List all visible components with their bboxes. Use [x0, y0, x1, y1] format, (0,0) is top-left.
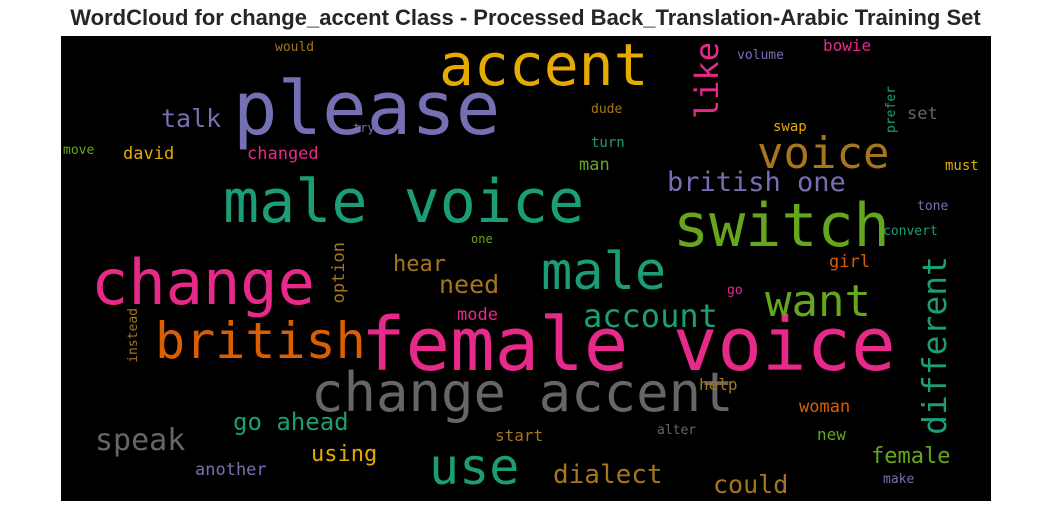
word-man: man — [579, 155, 610, 175]
word-would: would — [275, 40, 315, 55]
word-david: david — [123, 144, 175, 164]
word-changed: changed — [247, 144, 319, 164]
word-help: help — [699, 375, 738, 394]
word-change: change — [91, 246, 315, 319]
word-different: different — [915, 256, 954, 435]
word-cloud: female voice please male voice change change… — [61, 36, 991, 501]
word-need: need — [439, 270, 500, 299]
word-change-accent: change accent — [311, 361, 734, 424]
word-alter: alter — [657, 423, 697, 438]
word-dude: dude — [591, 102, 623, 117]
word-like: like — [688, 42, 726, 120]
word-one: one — [471, 232, 493, 246]
word-use: use — [429, 438, 520, 496]
word-female-voice: female voice — [361, 302, 896, 388]
word-option: option — [329, 242, 349, 304]
word-move: move — [63, 143, 95, 158]
word-speak: speak — [95, 423, 186, 458]
word-please: please — [233, 66, 501, 152]
word-hear: hear — [393, 252, 446, 277]
word-tone: tone — [917, 199, 949, 214]
word-go-ahead: go ahead — [233, 408, 349, 436]
chart-title: WordCloud for change_accent Class - Proc… — [70, 5, 981, 30]
word-turn: turn — [591, 135, 625, 151]
word-dialect: dialect — [553, 460, 663, 490]
word-accent: accent — [439, 36, 649, 99]
word-another: another — [195, 460, 267, 480]
word-bowie: bowie — [823, 36, 872, 55]
word-new: new — [817, 425, 846, 444]
word-instead: instead — [126, 308, 141, 363]
word-using: using — [311, 442, 378, 467]
word-account: account — [583, 297, 718, 335]
word-male-voice: male voice — [223, 167, 585, 237]
word-male: male — [541, 242, 667, 302]
word-female: female — [871, 444, 951, 469]
word-swap: swap — [773, 119, 807, 135]
word-go: go — [727, 283, 743, 298]
word-talk: talk — [161, 104, 222, 133]
word-convert: convert — [883, 224, 938, 239]
word-make: make — [883, 472, 915, 487]
word-girl: girl — [829, 252, 870, 272]
word-prefer: prefer — [884, 86, 899, 133]
word-voice: voice — [757, 128, 890, 179]
word-british-one: british one — [667, 167, 846, 198]
word-set: set — [907, 104, 938, 124]
word-want: want — [765, 276, 871, 327]
word-volume: volume — [737, 48, 784, 63]
word-must: must — [945, 158, 979, 174]
word-mode: mode — [457, 305, 498, 325]
word-woman: woman — [799, 397, 851, 417]
word-switch: switch — [673, 191, 890, 261]
word-try: try — [353, 121, 375, 135]
word-could: could — [713, 470, 789, 499]
word-british: british — [155, 312, 366, 370]
word-start: start — [495, 426, 544, 445]
